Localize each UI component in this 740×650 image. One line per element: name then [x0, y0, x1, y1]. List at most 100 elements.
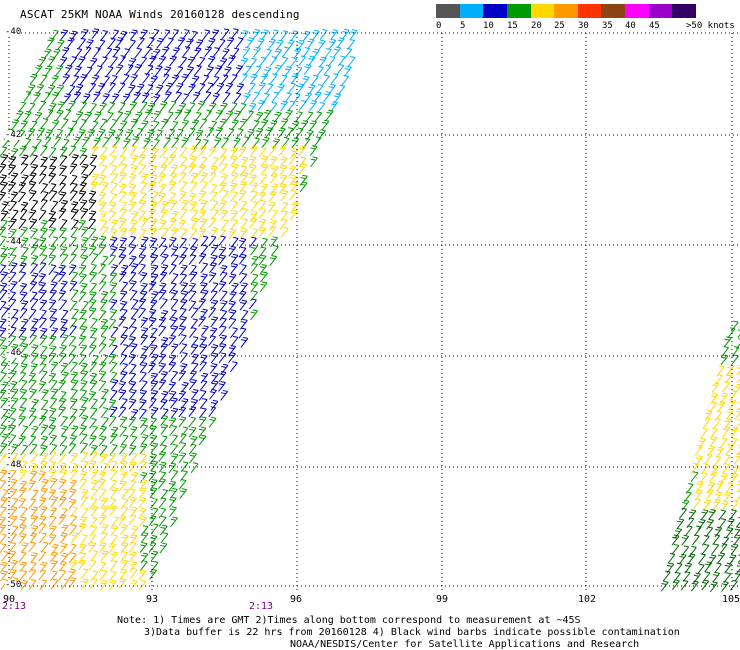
wind-barb	[0, 336, 7, 347]
colorbar-swatch	[459, 4, 484, 18]
wind-barb	[178, 442, 187, 453]
wind-barb	[288, 82, 296, 94]
wind-barb	[90, 444, 98, 456]
wind-barb	[233, 92, 242, 104]
wind-barb	[0, 489, 9, 500]
wind-barb	[280, 210, 289, 222]
wind-barb	[50, 200, 59, 212]
wind-barb	[722, 381, 730, 393]
wind-barb	[218, 235, 226, 247]
wind-barb	[38, 550, 47, 562]
wind-barb	[50, 578, 59, 590]
lat-label: -40	[5, 27, 22, 37]
wind-barb	[99, 453, 108, 465]
colorbar-label: 0	[436, 21, 442, 31]
wind-barb	[671, 579, 680, 591]
wind-barb	[80, 507, 89, 519]
wind-barb	[128, 336, 136, 347]
wind-barb	[678, 553, 687, 565]
wind-barb	[178, 190, 187, 202]
wind-barb	[79, 181, 87, 193]
wind-barb	[88, 227, 97, 239]
wind-barb	[108, 201, 117, 213]
wind-barb	[8, 291, 16, 303]
wind-barb	[90, 469, 99, 480]
wind-barb	[225, 110, 234, 122]
wind-barb	[69, 56, 78, 67]
wind-barb	[169, 487, 178, 499]
wind-barb	[108, 415, 117, 427]
wind-barb	[89, 327, 98, 339]
wind-barb	[140, 282, 148, 294]
wind-barb	[60, 280, 68, 292]
wind-barb	[40, 435, 49, 447]
wind-barb	[158, 183, 167, 195]
wind-barb	[265, 127, 274, 138]
wind-barb	[325, 109, 334, 121]
wind-barb	[726, 364, 735, 376]
wind-barb	[48, 372, 57, 384]
wind-barb	[39, 327, 48, 339]
wind-barb	[49, 289, 57, 301]
wind-barb	[159, 209, 168, 220]
wind-barb	[183, 109, 192, 120]
wind-barb	[129, 452, 138, 464]
colorbar-swatch	[672, 4, 697, 18]
wind-barb	[108, 399, 117, 411]
wind-barb	[39, 165, 48, 177]
colorbar-label: 25	[554, 21, 565, 31]
wind-barb	[0, 210, 9, 222]
wind-barb	[707, 481, 716, 493]
wind-barb	[199, 354, 208, 366]
wind-barb	[38, 173, 47, 185]
wind-barb	[68, 577, 77, 588]
wind-barb	[729, 390, 737, 402]
wind-barb	[100, 56, 108, 68]
wind-barb	[89, 282, 97, 294]
wind-barb	[109, 460, 118, 472]
wind-barb	[709, 401, 718, 413]
wind-barb	[218, 371, 227, 382]
wind-barb	[89, 271, 98, 283]
wind-barb	[93, 111, 102, 123]
lat-label: -50	[5, 580, 22, 590]
wind-barb	[208, 217, 216, 229]
wind-barb	[107, 129, 116, 141]
wind-barb	[721, 346, 730, 357]
wind-barb	[60, 253, 69, 265]
wind-barb	[69, 361, 78, 373]
wind-barb	[9, 280, 18, 292]
wind-barb	[206, 127, 215, 138]
wind-barb	[167, 128, 176, 140]
wind-barb	[258, 200, 267, 211]
wind-barb	[248, 174, 257, 186]
wind-barb	[109, 479, 117, 491]
wind-barb	[58, 271, 67, 283]
wind-barb	[258, 218, 267, 230]
wind-barb	[48, 147, 57, 158]
wind-barb	[39, 254, 48, 266]
wind-barb	[48, 424, 57, 436]
wind-barb	[80, 578, 89, 590]
wind-barb	[91, 28, 100, 40]
wind-barb	[129, 29, 138, 41]
wind-barb	[9, 245, 18, 257]
wind-barb	[19, 480, 27, 492]
wind-barb	[68, 335, 77, 347]
wind-barb	[160, 253, 169, 265]
wind-barb	[0, 289, 8, 301]
wind-barb	[210, 399, 219, 411]
wind-barb	[80, 496, 88, 507]
wind-barb	[61, 578, 69, 590]
wind-barb	[59, 299, 68, 311]
wind-barb	[180, 246, 188, 258]
wind-barb	[189, 155, 198, 167]
wind-barb	[120, 534, 129, 546]
wind-barb	[220, 389, 229, 401]
wind-barb	[29, 388, 37, 400]
wind-barb	[347, 38, 356, 50]
wind-barb	[230, 191, 239, 203]
wind-barb	[38, 470, 46, 482]
wind-barb	[158, 316, 167, 328]
wind-barb	[60, 29, 69, 41]
